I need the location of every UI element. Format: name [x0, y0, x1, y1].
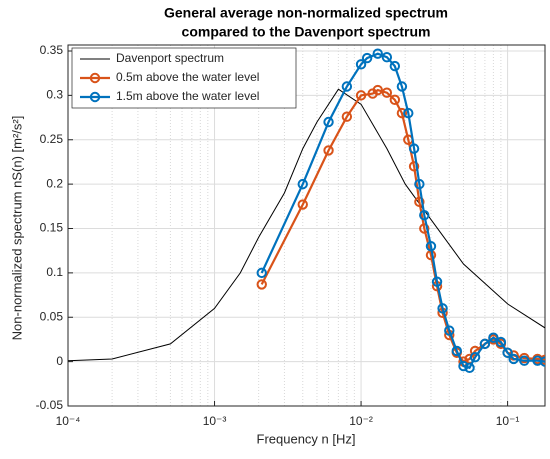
marker	[355, 90, 367, 101]
marker	[372, 84, 383, 96]
marker	[519, 355, 530, 366]
marker	[488, 332, 499, 343]
marker	[341, 111, 353, 122]
legend-label: 1.5m above the water level	[116, 89, 259, 103]
y-tick-label: 0.35	[40, 43, 64, 57]
marker	[389, 60, 401, 72]
y-tick-label: 0.25	[40, 132, 64, 146]
chart-title: General average non-normalized spectrum	[164, 5, 448, 21]
y-axis-label: Non-normalized spectrum nS(n) [m²/s²]	[9, 116, 24, 341]
marker	[408, 161, 420, 172]
marker	[381, 87, 393, 98]
marker	[414, 196, 425, 208]
marker	[297, 199, 308, 210]
y-tick-label: 0	[56, 354, 63, 368]
x-tick-label: 10⁻¹	[496, 414, 520, 428]
marker	[495, 336, 507, 348]
marker	[341, 81, 353, 92]
marker	[431, 276, 443, 287]
y-tick-label: 0.1	[46, 265, 63, 279]
series-line	[68, 88, 545, 362]
marker	[396, 81, 408, 92]
marker	[256, 267, 267, 279]
marker	[323, 116, 334, 128]
marker	[361, 52, 373, 64]
x-axis-label: Frequency n [Hz]	[257, 431, 356, 446]
y-tick-label: 0.05	[40, 309, 64, 323]
x-tick-label: 10⁻²	[349, 414, 373, 428]
y-tick-label: -0.05	[36, 398, 64, 412]
marker	[408, 143, 420, 154]
x-tick-label: 10⁻⁴	[56, 414, 81, 428]
plot-group	[68, 48, 545, 374]
x-tick-label: 10⁻³	[203, 414, 227, 428]
legend-label: Davenport spectrum	[116, 51, 224, 65]
axes-box	[67, 44, 546, 407]
marker	[425, 241, 437, 252]
marker	[458, 360, 469, 372]
y-tick-label: 0.2	[46, 176, 63, 190]
marker	[403, 107, 414, 119]
marker	[297, 178, 308, 190]
series-line	[260, 52, 545, 370]
y-tick-label: 0.3	[46, 88, 63, 102]
marker	[396, 107, 408, 119]
marker	[414, 178, 425, 190]
marker	[469, 351, 481, 363]
marker	[419, 223, 430, 234]
marker	[389, 94, 401, 106]
marker	[355, 59, 367, 70]
marker	[479, 338, 491, 350]
legend-marker	[89, 91, 101, 103]
legend-marker	[89, 72, 101, 84]
marker	[381, 52, 393, 63]
marker	[444, 325, 455, 336]
marker	[508, 353, 519, 365]
legend-label: 0.5m above the water level	[116, 70, 259, 84]
marker	[464, 362, 475, 374]
chart-title: compared to the Davenport spectrum	[182, 24, 431, 40]
y-tick-label: 0.15	[40, 221, 64, 235]
marker	[256, 279, 267, 290]
marker	[437, 303, 448, 314]
marker	[419, 209, 430, 221]
marker	[451, 345, 462, 357]
marker	[372, 48, 383, 59]
marker	[323, 145, 334, 156]
marker	[539, 356, 545, 367]
marker	[502, 347, 513, 358]
